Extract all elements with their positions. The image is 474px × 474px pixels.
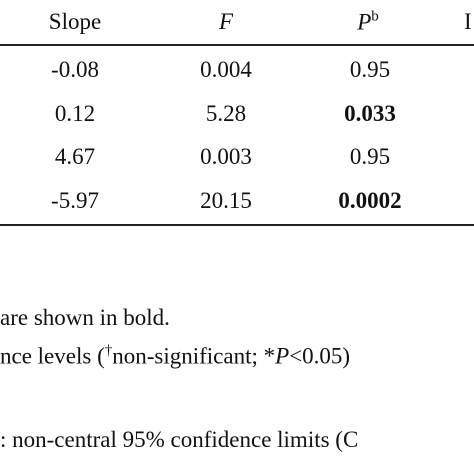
slope-cell: -5.97	[51, 187, 99, 213]
slope-cell: 4.67	[54, 144, 96, 169]
note-2-a: nce levels (	[0, 343, 105, 369]
p-cell: 0.033	[344, 100, 396, 126]
header-p: Pb	[357, 9, 379, 36]
note-2-b: non-significant; *	[112, 343, 276, 369]
note-2-p: P	[275, 343, 290, 369]
f-cell: 5.28	[205, 100, 247, 126]
slope-cell: 0.12	[54, 100, 96, 126]
note-2: nce levels (†non-significant; *P<0.05)	[0, 343, 350, 370]
note-3: : non-central 95% confidence limits (C	[0, 427, 359, 452]
f-cell: 0.003	[200, 144, 252, 169]
note-2-dagger: †	[104, 342, 113, 359]
p-cell: 0.0002	[338, 187, 402, 213]
header-f: F	[218, 9, 234, 34]
bottom-rule	[0, 224, 474, 226]
header-slope: Slope	[48, 9, 102, 34]
note-1: are shown in bold.	[0, 305, 170, 330]
header-p-sup: b	[371, 8, 379, 25]
p-cell: 0.95	[349, 57, 391, 82]
note-2-c: <0.05)	[289, 343, 351, 369]
f-cell: 0.004	[200, 57, 252, 82]
slope-cell: -0.08	[51, 57, 99, 82]
header-cut: I	[464, 9, 472, 34]
p-cell: 0.95	[349, 144, 391, 169]
header-p-text: P	[357, 9, 372, 35]
f-cell: 20.15	[200, 187, 252, 213]
header-rule	[0, 44, 474, 46]
